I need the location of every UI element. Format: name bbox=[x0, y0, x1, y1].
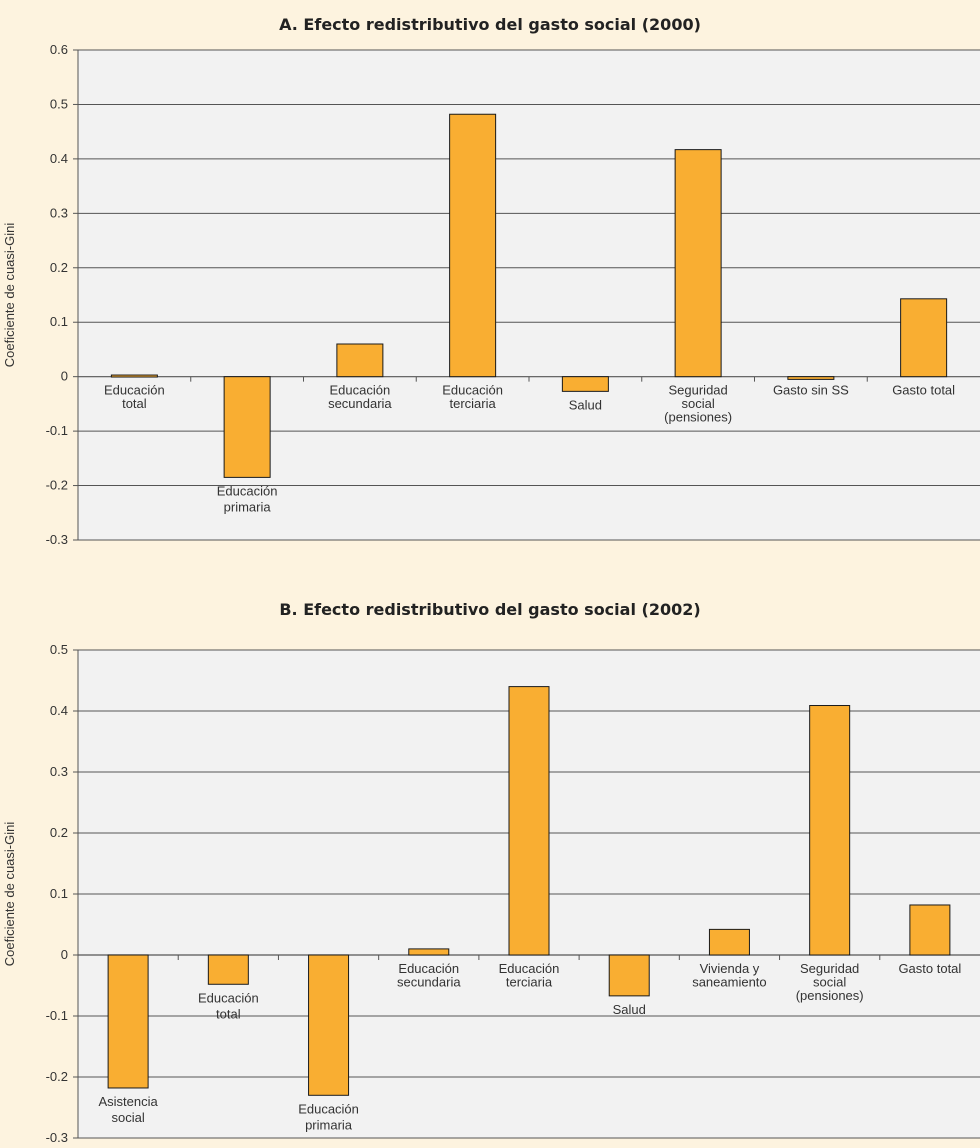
category-label: Educación bbox=[499, 961, 560, 976]
category-label: saneamiento bbox=[692, 975, 766, 990]
bar bbox=[900, 298, 948, 378]
category-label: Gasto total bbox=[892, 383, 955, 398]
y-tick-label: 0.3 bbox=[50, 205, 68, 220]
category-label: total bbox=[216, 1006, 241, 1021]
bar bbox=[449, 113, 497, 378]
plot-area bbox=[78, 50, 980, 540]
y-tick-label: 0.2 bbox=[50, 825, 68, 840]
category-label: terciaria bbox=[450, 396, 497, 411]
category-label: Asistencia bbox=[98, 1094, 158, 1109]
bar bbox=[674, 149, 722, 378]
category-label: (pensiones) bbox=[796, 988, 864, 1003]
y-tick-label: -0.2 bbox=[46, 478, 68, 493]
category-label: Vivienda y bbox=[700, 961, 760, 976]
y-axis-title: Coeficiente de cuasi-Gini bbox=[2, 223, 17, 368]
category-label: primaria bbox=[305, 1117, 353, 1132]
bar bbox=[561, 376, 609, 392]
category-label: secundaria bbox=[397, 975, 461, 990]
y-tick-label: 0 bbox=[61, 369, 68, 384]
category-label: Educación bbox=[298, 1101, 359, 1116]
bar bbox=[107, 954, 149, 1089]
bar bbox=[708, 928, 750, 956]
category-label: Seguridad bbox=[668, 383, 727, 398]
chart-a-title: A. Efecto redistributivo del gasto socia… bbox=[279, 15, 701, 34]
category-label: secundaria bbox=[328, 396, 392, 411]
category-label: total bbox=[122, 396, 147, 411]
bar bbox=[608, 954, 650, 997]
y-tick-label: -0.1 bbox=[46, 423, 68, 438]
y-tick-label: 0 bbox=[61, 947, 68, 962]
chart-b: B. Efecto redistributivo del gasto socia… bbox=[0, 580, 980, 1148]
bar bbox=[223, 376, 271, 478]
y-tick-label: -0.3 bbox=[46, 1130, 68, 1145]
category-label: Educación bbox=[217, 483, 278, 498]
category-label: Gasto total bbox=[898, 961, 961, 976]
chart-b-title: B. Efecto redistributivo del gasto socia… bbox=[279, 600, 701, 619]
bar bbox=[308, 954, 350, 1096]
y-tick-label: -0.2 bbox=[46, 1069, 68, 1084]
category-label: (pensiones) bbox=[664, 410, 732, 425]
bar bbox=[787, 376, 835, 380]
y-tick-label: 0.5 bbox=[50, 642, 68, 657]
category-label: social bbox=[682, 396, 715, 411]
category-label: Educación bbox=[442, 383, 503, 398]
bar bbox=[909, 904, 951, 956]
category-label: terciaria bbox=[506, 975, 553, 990]
y-tick-label: 0.1 bbox=[50, 314, 68, 329]
category-label: Educación bbox=[198, 990, 259, 1005]
category-label: Gasto sin SS bbox=[773, 383, 849, 398]
bar bbox=[809, 705, 851, 956]
bar bbox=[207, 954, 249, 985]
category-label: Educación bbox=[104, 383, 165, 398]
category-label: primaria bbox=[224, 499, 272, 514]
y-tick-label: 0.5 bbox=[50, 96, 68, 111]
category-label: Educación bbox=[330, 383, 391, 398]
bar bbox=[336, 343, 384, 378]
chart-a-plot: 0.6 0.5 0.4 0.3 0.2 0.1 0 -0.1 -0.2 -0.3 Coeficien… bbox=[2, 42, 980, 547]
category-label: Salud bbox=[569, 397, 602, 412]
y-tick-label: 0.1 bbox=[50, 886, 68, 901]
y-tick-label: 0.6 bbox=[50, 42, 68, 57]
category-label: social bbox=[111, 1110, 144, 1125]
category-label: Seguridad bbox=[800, 961, 859, 976]
bar bbox=[508, 686, 550, 956]
bar bbox=[110, 374, 158, 378]
chart-b-plot: 0.5 0.4 0.3 0.2 0.1 0 -0.1 -0.2 -0.3 Coeficiente … bbox=[2, 642, 980, 1145]
y-tick-label: -0.3 bbox=[46, 532, 68, 547]
y-axis-title: Coeficiente de cuasi-Gini bbox=[2, 822, 17, 967]
y-tick-label: -0.1 bbox=[46, 1008, 68, 1023]
category-label: Educación bbox=[398, 961, 459, 976]
y-tick-label: 0.4 bbox=[50, 703, 68, 718]
category-label: Salud bbox=[613, 1002, 646, 1017]
y-tick-label: 0.3 bbox=[50, 764, 68, 779]
category-label: social bbox=[813, 975, 846, 990]
bar bbox=[408, 948, 450, 956]
y-tick-label: 0.2 bbox=[50, 260, 68, 275]
chart-a: A. Efecto redistributivo del gasto socia… bbox=[0, 0, 980, 560]
y-tick-label: 0.4 bbox=[50, 151, 68, 166]
